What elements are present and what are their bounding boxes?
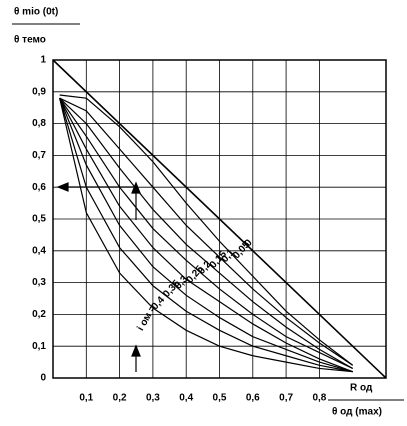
curve — [59, 97, 354, 366]
x-tick-label: 0,4 — [179, 393, 193, 404]
x-tick-label: 0,6 — [246, 393, 260, 404]
curve — [59, 97, 353, 373]
y-tick-label: 0,8 — [32, 118, 46, 129]
curve — [59, 97, 353, 373]
y-label-top: θ mio (0t) — [14, 7, 58, 18]
y-tick-label: 1 — [40, 55, 46, 66]
y-tick-label: 0,4 — [32, 245, 46, 256]
y-tick-label: 0,7 — [32, 150, 46, 161]
y-tick-label: 0 — [40, 373, 46, 384]
x-label-top: R од — [350, 383, 373, 394]
plot-frame — [52, 59, 387, 379]
x-tick-label: 0,3 — [146, 393, 160, 404]
curve — [59, 97, 353, 370]
x-label-bottom: θ од (max) — [332, 407, 382, 418]
curve — [59, 97, 353, 369]
curve-label: 0 — [243, 237, 255, 249]
x-tick-label: 0,1 — [79, 393, 93, 404]
y-tick-label: 0,9 — [32, 86, 46, 97]
curve — [59, 94, 354, 366]
x-tick-label: 0,7 — [279, 393, 293, 404]
y-tick-label: 0,6 — [32, 182, 46, 193]
curve — [52, 59, 387, 379]
y-tick-label: 0,2 — [32, 309, 46, 320]
curve — [59, 98, 353, 373]
y-tick-label: 0,1 — [32, 341, 46, 352]
x-tick-label: 0,2 — [113, 393, 127, 404]
curve — [59, 97, 353, 373]
y-label-bottom: θ темо — [14, 35, 46, 46]
y-tick-label: 0,5 — [32, 214, 46, 225]
x-tick-label: 0,5 — [213, 393, 227, 404]
x-tick-label: 0,8 — [312, 393, 326, 404]
y-tick-label: 0,3 — [32, 277, 46, 288]
